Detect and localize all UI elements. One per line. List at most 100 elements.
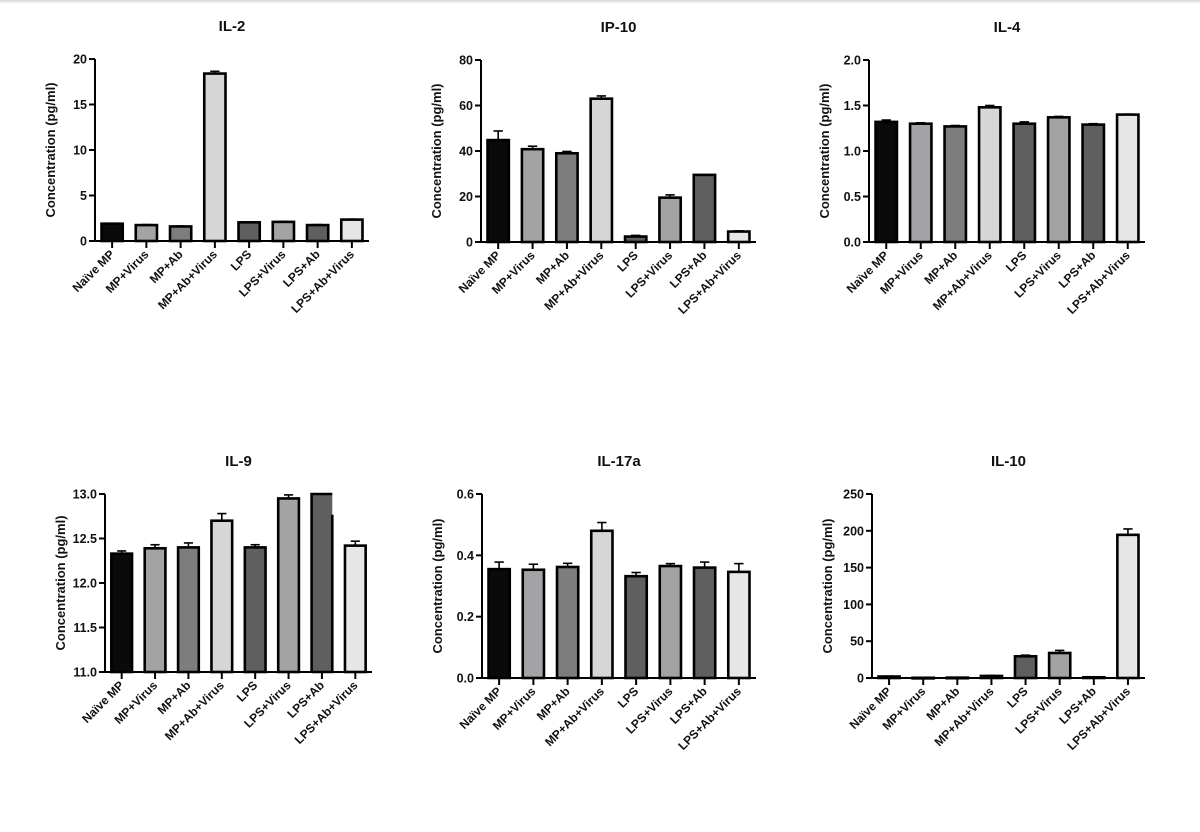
bar bbox=[521, 568, 546, 680]
y-tick-label: 1.5 bbox=[844, 99, 861, 113]
bar bbox=[1115, 113, 1140, 244]
chart-title: IL-10 bbox=[991, 453, 1026, 470]
y-axis-label: Concentration (pg/ml) bbox=[820, 518, 835, 653]
bar bbox=[134, 223, 159, 243]
x-tick-label: LPS bbox=[1003, 248, 1029, 274]
bar bbox=[554, 151, 579, 244]
bar bbox=[1046, 116, 1071, 244]
x-tick-label: LPS bbox=[614, 248, 640, 274]
x-tick-label: LPS bbox=[1004, 684, 1030, 710]
bar bbox=[1116, 533, 1140, 680]
x-tick-label: LPS+Ab+Virus bbox=[1064, 684, 1133, 753]
y-tick-label: 60 bbox=[459, 99, 473, 113]
y-tick-label: 15 bbox=[73, 98, 87, 112]
bar bbox=[210, 519, 234, 674]
y-tick-label: 250 bbox=[843, 488, 864, 502]
y-axis-label: Concentration (pg/ml) bbox=[43, 82, 58, 217]
x-tick-label: LPS bbox=[615, 684, 641, 710]
y-axis-label: Concentration (pg/ml) bbox=[53, 515, 68, 650]
y-tick-label: 12.5 bbox=[73, 532, 97, 546]
y-tick-label: 0.6 bbox=[457, 488, 474, 502]
chart-title: IL-4 bbox=[994, 19, 1021, 36]
bar bbox=[658, 564, 683, 680]
x-tick-label: LPS bbox=[228, 247, 254, 273]
x-tick-label: MP+Ab+Virus bbox=[932, 684, 997, 749]
bar bbox=[520, 147, 545, 244]
x-tick-label: MP+Ab+Virus bbox=[155, 247, 220, 312]
bar bbox=[874, 120, 899, 244]
bar bbox=[1012, 122, 1037, 244]
y-tick-label: 1.0 bbox=[844, 145, 861, 159]
bar bbox=[1081, 123, 1106, 244]
bar bbox=[305, 223, 330, 243]
bar bbox=[143, 546, 167, 674]
chart-title: IL-2 bbox=[219, 18, 246, 35]
y-tick-label: 10 bbox=[73, 144, 87, 158]
x-tick-label: LPS bbox=[234, 678, 260, 704]
bar bbox=[624, 574, 649, 680]
y-tick-label: 0.2 bbox=[457, 610, 474, 624]
panel-ip-10: IP-10 Concentration (pg/ml) 020406080Naï… bbox=[429, 19, 756, 317]
x-tick-label: MP+Ab+Virus bbox=[162, 678, 227, 743]
y-tick-label: 12.0 bbox=[73, 577, 97, 591]
y-tick-label: 11.0 bbox=[73, 666, 97, 680]
bar bbox=[1013, 654, 1038, 680]
bar bbox=[908, 122, 933, 244]
y-tick-label: 11.5 bbox=[73, 621, 97, 635]
bar bbox=[555, 565, 580, 680]
chart-title: IP-10 bbox=[601, 19, 637, 36]
top-edge-shadow bbox=[0, 0, 1200, 4]
chart-title: IL-17a bbox=[597, 453, 641, 470]
panel-il-10: IL-10 Concentration (pg/ml) 0 50 100 150 200… bbox=[820, 453, 1145, 753]
y-tick-label: 0 bbox=[857, 672, 864, 686]
y-axis-label: Concentration (pg/ml) bbox=[429, 83, 444, 218]
bar bbox=[310, 492, 334, 674]
y-tick-label: 200 bbox=[843, 524, 864, 538]
x-tick-label: LPS+Ab+Virus bbox=[675, 248, 744, 317]
bar bbox=[726, 230, 751, 244]
y-tick-label: 0.5 bbox=[844, 190, 861, 204]
bar bbox=[237, 221, 262, 243]
y-axis-label: Concentration (pg/ml) bbox=[430, 518, 445, 653]
bar bbox=[243, 546, 267, 674]
y-tick-label: 0.0 bbox=[844, 236, 861, 250]
bar bbox=[110, 552, 134, 674]
bar bbox=[276, 497, 301, 674]
y-tick-label: 5 bbox=[80, 189, 87, 203]
y-tick-label: 80 bbox=[459, 54, 473, 68]
bar bbox=[100, 222, 125, 243]
y-tick-label: 100 bbox=[843, 598, 864, 612]
bar bbox=[486, 138, 511, 244]
bar bbox=[589, 97, 614, 244]
bar bbox=[271, 220, 296, 243]
y-tick-label: 150 bbox=[843, 561, 864, 575]
y-axis-label: Concentration (pg/ml) bbox=[817, 83, 832, 218]
panel-il-2: IL-2 Concentration (pg/ml) 05101520Naïve… bbox=[43, 18, 369, 316]
bar bbox=[943, 125, 968, 244]
panel-il-17a: IL-17a Concentration (pg/ml) 0.0 0.2 0.4 0.… bbox=[430, 453, 756, 753]
bar bbox=[977, 106, 1002, 244]
bar bbox=[339, 218, 364, 243]
y-tick-label: 13.0 bbox=[73, 488, 97, 502]
bar bbox=[692, 566, 717, 680]
y-tick-label: 40 bbox=[459, 145, 473, 159]
y-tick-label: 0.4 bbox=[457, 549, 474, 563]
bar bbox=[202, 72, 227, 243]
bar bbox=[726, 570, 751, 680]
bar bbox=[168, 225, 193, 243]
bar bbox=[176, 546, 201, 674]
bar bbox=[658, 196, 683, 244]
panel-il-4: IL-4 Concentration (pg/ml) 0.0 0.5 1.0 1.5 2… bbox=[817, 19, 1145, 317]
y-tick-label: 20 bbox=[73, 53, 87, 67]
chart-title: IL-9 bbox=[225, 453, 252, 470]
x-tick-label: LPS+Ab+Virus bbox=[288, 247, 357, 316]
bar bbox=[692, 173, 717, 244]
bar bbox=[487, 567, 512, 680]
y-tick-label: 2.0 bbox=[844, 54, 861, 68]
bar bbox=[1047, 651, 1072, 680]
y-tick-label: 0.0 bbox=[457, 672, 474, 686]
panel-il-9: IL-9 Concentration (pg/ml) 11.0 11.5 12.0 1… bbox=[53, 453, 372, 747]
y-tick-label: 20 bbox=[459, 190, 473, 204]
x-tick-label: MP+Ab+Virus bbox=[542, 684, 607, 749]
